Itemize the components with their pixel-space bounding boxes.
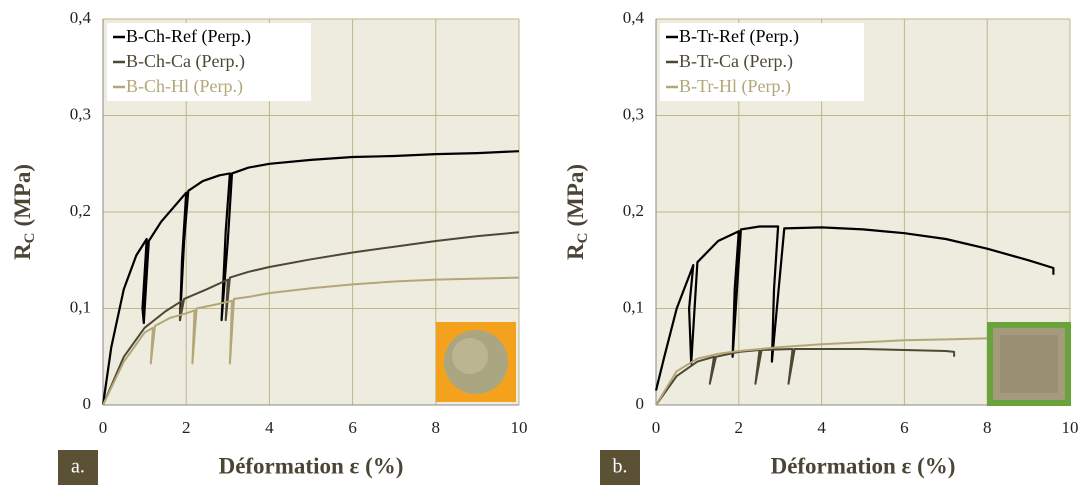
y-tick-label: 0,3: [70, 104, 91, 123]
panel-label-box: [58, 450, 98, 485]
y-tick-label: 0: [83, 394, 92, 413]
y-axis-label-sub: C: [575, 233, 591, 244]
inset-a: [436, 322, 516, 402]
y-tick-label: 0,4: [70, 8, 92, 27]
legend-label: B-Tr-Ca (Perp.): [679, 51, 793, 72]
inset-texture: [1000, 335, 1058, 393]
y-axis-label: RC (MPa): [563, 164, 591, 260]
legend-label: B-Tr-Ref (Perp.): [679, 26, 799, 47]
y-axis-label-main: R: [10, 243, 35, 260]
y-tick-label: 0: [636, 394, 645, 413]
x-tick-label: 10: [511, 418, 528, 437]
x-tick-label: 2: [182, 418, 191, 437]
legend-label: B-Ch-Hl (Perp.): [126, 76, 243, 97]
y-axis-label-unit: (MPa): [10, 164, 35, 227]
legend-box: [660, 23, 864, 101]
y-tick-label: 0,1: [623, 297, 644, 316]
series-line: [655, 348, 956, 406]
series-line: [654, 225, 1055, 391]
x-tick-label: 8: [432, 418, 441, 437]
inset-texture: [452, 338, 488, 374]
y-tick-label: 0,1: [70, 297, 91, 316]
x-tick-label: 0: [652, 418, 661, 437]
x-tick-label: 6: [900, 418, 909, 437]
x-tick-label: 8: [983, 418, 992, 437]
series-line: [102, 231, 520, 406]
y-tick-label: 0,4: [623, 8, 645, 27]
x-tick-label: 6: [348, 418, 357, 437]
series-line: [655, 336, 1071, 406]
data-lines: [101, 150, 1071, 406]
x-tick-label: 0: [99, 418, 108, 437]
x-axis-label: Déformation ε (%): [771, 453, 956, 478]
panel-label-box: [600, 450, 640, 485]
legend-label: B-Ch-Ref (Perp.): [126, 26, 251, 47]
labels: 0 0,1 0,2 0,3 0,4 0 2 4 6 8 10 B-Ch-Ref (Perp.) B-Ch…: [10, 8, 1079, 485]
x-tick-label: 2: [735, 418, 744, 437]
panel-label: b.: [613, 456, 628, 478]
y-axis-label-sub: C: [22, 233, 38, 244]
x-tick-label: 4: [817, 418, 826, 437]
legend-label: B-Tr-Hl (Perp.): [679, 76, 791, 97]
y-tick-label: 0,3: [623, 104, 644, 123]
y-axis-label-unit: (MPa): [563, 164, 588, 227]
legend-label: B-Ch-Ca (Perp.): [126, 51, 245, 72]
y-axis-label-main: R: [563, 243, 588, 260]
legend-box: [107, 23, 311, 101]
y-tick-label: 0,2: [623, 201, 644, 220]
x-axis-label: Déformation ε (%): [219, 453, 404, 478]
y-tick-label: 0,2: [70, 201, 91, 220]
panel-label: a.: [71, 456, 85, 478]
y-axis-label: RC (MPa): [10, 164, 38, 260]
series-line: [101, 150, 520, 406]
inset-b: [987, 322, 1071, 406]
series-line: [102, 276, 520, 406]
x-tick-label: 10: [1062, 418, 1079, 437]
x-tick-label: 4: [265, 418, 274, 437]
